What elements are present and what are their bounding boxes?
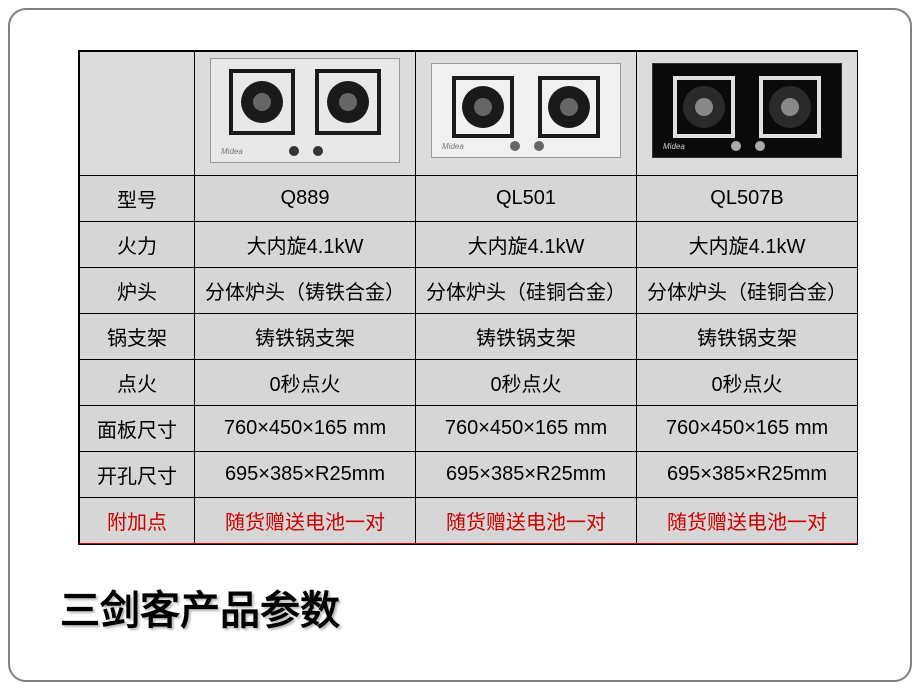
row-support: 锅支架 铸铁锅支架 铸铁锅支架 铸铁锅支架 bbox=[80, 314, 858, 360]
cell-panel-size-1: 760×450×165 mm bbox=[416, 406, 637, 452]
product-image-ql501: Midea bbox=[416, 52, 637, 176]
label-support: 锅支架 bbox=[80, 314, 195, 360]
label-ignition: 点火 bbox=[80, 360, 195, 406]
cell-cutout-size-2: 695×385×R25mm bbox=[637, 452, 858, 498]
spec-table-container: Midea Midea Midea bbox=[78, 50, 858, 545]
cell-model-0: Q889 bbox=[195, 176, 416, 222]
cell-panel-size-2: 760×450×165 mm bbox=[637, 406, 858, 452]
row-power: 火力 大内旋4.1kW 大内旋4.1kW 大内旋4.1kW bbox=[80, 222, 858, 268]
label-power: 火力 bbox=[80, 222, 195, 268]
product-image-ql507b: Midea bbox=[637, 52, 858, 176]
row-ignition: 点火 0秒点火 0秒点火 0秒点火 bbox=[80, 360, 858, 406]
row-bonus: 附加点 随货赠送电池一对 随货赠送电池一对 随货赠送电池一对 bbox=[80, 498, 858, 544]
spec-table: Midea Midea Midea bbox=[79, 51, 858, 544]
label-model: 型号 bbox=[80, 176, 195, 222]
image-row: Midea Midea Midea bbox=[80, 52, 858, 176]
stove-illustration: Midea bbox=[210, 58, 400, 163]
cell-burner-2: 分体炉头（硅铜合金） bbox=[637, 268, 858, 314]
row-panel-size: 面板尺寸 760×450×165 mm 760×450×165 mm 760×4… bbox=[80, 406, 858, 452]
cell-power-2: 大内旋4.1kW bbox=[637, 222, 858, 268]
image-row-label-empty bbox=[80, 52, 195, 176]
row-cutout-size: 开孔尺寸 695×385×R25mm 695×385×R25mm 695×385… bbox=[80, 452, 858, 498]
cell-ignition-0: 0秒点火 bbox=[195, 360, 416, 406]
cell-bonus-1: 随货赠送电池一对 bbox=[416, 498, 637, 544]
stove-illustration: Midea bbox=[652, 63, 842, 158]
cell-support-1: 铸铁锅支架 bbox=[416, 314, 637, 360]
cell-power-0: 大内旋4.1kW bbox=[195, 222, 416, 268]
label-burner: 炉头 bbox=[80, 268, 195, 314]
cell-cutout-size-0: 695×385×R25mm bbox=[195, 452, 416, 498]
slide-title: 三剑客产品参数 bbox=[60, 578, 340, 636]
cell-model-1: QL501 bbox=[416, 176, 637, 222]
slide-frame: Midea Midea Midea bbox=[8, 8, 912, 682]
row-burner: 炉头 分体炉头（铸铁合金） 分体炉头（硅铜合金） 分体炉头（硅铜合金） bbox=[80, 268, 858, 314]
label-bonus: 附加点 bbox=[80, 498, 195, 544]
cell-ignition-1: 0秒点火 bbox=[416, 360, 637, 406]
cell-bonus-2: 随货赠送电池一对 bbox=[637, 498, 858, 544]
row-model: 型号 Q889 QL501 QL507B bbox=[80, 176, 858, 222]
cell-support-0: 铸铁锅支架 bbox=[195, 314, 416, 360]
product-image-q889: Midea bbox=[195, 52, 416, 176]
cell-panel-size-0: 760×450×165 mm bbox=[195, 406, 416, 452]
cell-power-1: 大内旋4.1kW bbox=[416, 222, 637, 268]
label-cutout-size: 开孔尺寸 bbox=[80, 452, 195, 498]
cell-support-2: 铸铁锅支架 bbox=[637, 314, 858, 360]
stove-illustration: Midea bbox=[431, 63, 621, 158]
cell-ignition-2: 0秒点火 bbox=[637, 360, 858, 406]
cell-model-2: QL507B bbox=[637, 176, 858, 222]
cell-burner-0: 分体炉头（铸铁合金） bbox=[195, 268, 416, 314]
cell-burner-1: 分体炉头（硅铜合金） bbox=[416, 268, 637, 314]
cell-bonus-0: 随货赠送电池一对 bbox=[195, 498, 416, 544]
label-panel-size: 面板尺寸 bbox=[80, 406, 195, 452]
cell-cutout-size-1: 695×385×R25mm bbox=[416, 452, 637, 498]
